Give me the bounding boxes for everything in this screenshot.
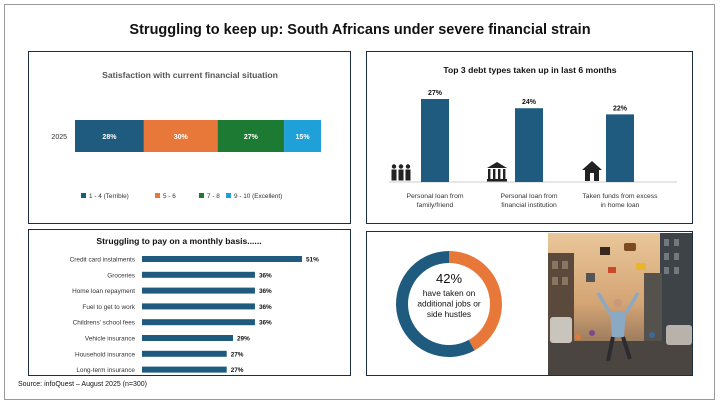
category-label: Credit card instalments <box>70 257 135 264</box>
center-label: additional jobs or <box>417 299 481 309</box>
category-label: Vehicle insurance <box>85 336 136 343</box>
bar <box>142 350 227 357</box>
data-label: 24% <box>522 99 537 106</box>
data-label: 36% <box>259 304 272 311</box>
bar <box>142 271 255 278</box>
chart-title: Top 3 debt types taken up in last 6 mont… <box>443 65 616 75</box>
bar <box>515 108 543 182</box>
data-label: 15% <box>296 134 311 141</box>
category-label: Childrens' school fees <box>73 320 135 327</box>
stacked-segment <box>284 120 321 152</box>
source-note: Source: infoQuest – August 2025 (n=300) <box>18 381 148 388</box>
data-label: 22% <box>613 105 628 112</box>
bar <box>142 256 302 262</box>
category-label: Groceries <box>107 272 135 279</box>
data-label: 36% <box>259 288 272 295</box>
legend-entry: 5 - 6 <box>163 193 176 200</box>
legend-entry: 7 - 8 <box>207 193 220 200</box>
data-label: 28% <box>102 134 117 141</box>
struggling-panel: Struggling to pay on a monthly basis....… <box>28 229 351 376</box>
people-icon <box>391 164 411 181</box>
debt-types-panel: Top 3 debt types taken up in last 6 mont… <box>366 51 693 224</box>
category-label: family/friend <box>417 202 454 209</box>
category-label: Personal loan from <box>500 193 557 200</box>
bar <box>421 99 449 182</box>
businessman-juggling-photo <box>548 233 692 375</box>
category-label: in home loan <box>601 202 640 209</box>
category-label: Fuel to get to work <box>82 304 135 311</box>
bar <box>142 287 255 294</box>
donut-slice <box>449 251 502 351</box>
stacked-segment <box>143 120 218 152</box>
bar <box>142 335 233 341</box>
data-label: 27% <box>428 90 443 97</box>
category-label: Home loan repayment <box>72 288 135 295</box>
bar <box>142 366 227 373</box>
debt-types-chart: Top 3 debt types taken up in last 6 mont… <box>389 65 677 209</box>
struggling-chart: Struggling to pay on a monthly basis....… <box>70 236 319 374</box>
center-value: 42% <box>436 271 462 286</box>
bar <box>606 114 634 182</box>
chart-title: Struggling to pay on a monthly basis....… <box>96 236 261 246</box>
bar <box>142 303 255 310</box>
category-label: 2025 <box>51 134 67 141</box>
category-label: Personal loan from <box>406 193 463 200</box>
satisfaction-panel: Satisfaction with current financial situ… <box>28 51 351 224</box>
data-label: 30% <box>174 134 189 141</box>
data-label: 51% <box>306 257 319 264</box>
legend-swatch <box>81 193 86 198</box>
data-label: 27% <box>231 367 244 374</box>
data-label: 27% <box>231 351 244 358</box>
stacked-segment <box>75 120 144 152</box>
category-label: Long-term insurance <box>76 367 135 374</box>
data-label: 36% <box>259 272 272 279</box>
center-label: side hustles <box>427 309 471 319</box>
legend-swatch <box>155 193 160 198</box>
infographic-frame <box>4 4 715 400</box>
stacked-segment <box>217 120 285 152</box>
donut-slice <box>396 251 475 357</box>
bar <box>142 319 255 326</box>
satisfaction-chart: Satisfaction with current financial situ… <box>51 70 321 200</box>
center-label: have taken on <box>423 288 476 298</box>
street-photo <box>548 233 692 375</box>
data-label: 36% <box>259 320 272 327</box>
legend-entry: 9 - 10 (Excellent) <box>234 193 282 200</box>
category-label: Household insurance <box>75 351 135 358</box>
category-label: financial institution <box>501 202 557 209</box>
data-label: 27% <box>244 134 259 141</box>
legend-swatch <box>226 193 231 198</box>
legend-entry: 1 - 4 (Terrible) <box>89 193 129 200</box>
bank-icon <box>487 162 507 182</box>
legend-swatch <box>199 193 204 198</box>
category-label: Taken funds from excess <box>582 193 658 200</box>
page-title: Struggling to keep up: South Africans un… <box>129 22 591 38</box>
data-label: 29% <box>237 336 250 343</box>
house-icon <box>582 161 602 181</box>
chart-title: Satisfaction with current financial situ… <box>102 70 278 80</box>
